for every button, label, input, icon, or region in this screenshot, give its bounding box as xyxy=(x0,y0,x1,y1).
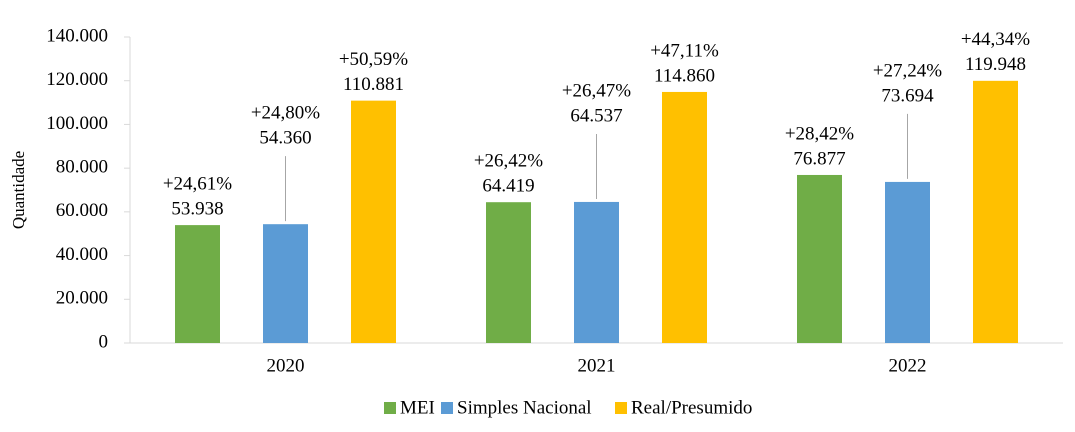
x-tick-label: 2020 xyxy=(267,355,305,376)
bar xyxy=(486,202,531,343)
legend-label: MEI xyxy=(400,397,435,418)
legend-label: Simples Nacional xyxy=(457,397,592,418)
bar xyxy=(351,100,396,343)
annotation: +27,24% xyxy=(873,60,942,81)
value-label: 64.537 xyxy=(570,105,622,126)
value-label: 76.877 xyxy=(793,148,845,169)
value-label: 73.694 xyxy=(881,85,934,106)
legend-swatch xyxy=(441,402,453,414)
bar xyxy=(263,224,308,343)
y-tick-label: 0 xyxy=(99,331,109,352)
bar xyxy=(175,225,220,343)
legend-swatch xyxy=(615,402,627,414)
annotation: +50,59% xyxy=(339,49,408,70)
legend-swatch xyxy=(384,402,396,414)
y-tick-label: 60.000 xyxy=(56,200,108,221)
annotation: +44,34% xyxy=(961,29,1030,50)
value-label: 110.881 xyxy=(343,74,404,95)
bar xyxy=(574,201,619,343)
annotation: +24,61% xyxy=(163,173,232,194)
y-tick-label: 140.000 xyxy=(46,25,108,46)
value-label: 64.419 xyxy=(482,176,534,197)
x-tick-label: 2021 xyxy=(578,355,616,376)
bar xyxy=(797,174,842,343)
y-tick-label: 20.000 xyxy=(56,288,108,309)
x-tick-label: 2022 xyxy=(889,355,927,376)
annotation: +26,42% xyxy=(474,151,543,172)
y-tick-label: 80.000 xyxy=(56,157,108,178)
bar xyxy=(662,91,707,344)
value-label: 53.938 xyxy=(171,198,223,219)
y-tick-label: 120.000 xyxy=(46,69,108,90)
legend-label: Real/Presumido xyxy=(631,397,752,418)
y-tick-label: 100.000 xyxy=(46,113,108,134)
value-label: 114.860 xyxy=(654,65,715,86)
annotation: +47,11% xyxy=(650,40,719,61)
value-label: 119.948 xyxy=(965,54,1026,75)
bar xyxy=(973,80,1018,343)
annotation: +24,80% xyxy=(251,103,320,124)
annotation: +26,47% xyxy=(562,80,631,101)
value-label: 54.360 xyxy=(259,128,311,149)
bar xyxy=(885,181,930,343)
y-axis-title: Quantidade xyxy=(9,151,28,229)
annotation: +28,42% xyxy=(785,123,854,144)
y-tick-label: 40.000 xyxy=(56,244,108,265)
